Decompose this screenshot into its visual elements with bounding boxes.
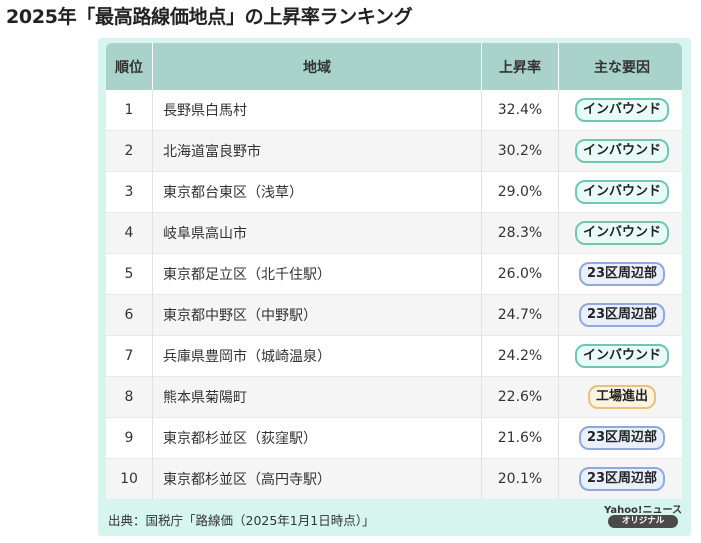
rate-cell: 24.7% (481, 294, 559, 336)
table-row: 2 北海道富良野市 30.2% インバウンド (106, 130, 682, 172)
rank-cell: 5 (106, 253, 153, 295)
table-row: 6 東京都中野区（中野駅） 24.7% 23区周辺部 (106, 294, 682, 336)
table-row: 1 長野県白馬村 32.4% インバウンド (106, 90, 682, 131)
rate-cell: 20.1% (481, 458, 559, 499)
rank-cell: 6 (106, 294, 153, 336)
rank-cell: 4 (106, 212, 153, 254)
region-cell: 熊本県菊陽町 (152, 376, 482, 418)
ranking-table: 順位 地域 上昇率 主な要因 1 長野県白馬村 32.4% インバウンド 2 北海道富良野… (106, 43, 682, 499)
factor-badge: インバウンド (574, 344, 669, 368)
table-row: 8 熊本県菊陽町 22.6% 工場進出 (106, 376, 682, 418)
factor-badge: インバウンド (574, 139, 669, 163)
rank-cell: 7 (106, 335, 153, 377)
yahoo-news-original-logo: Yahoo!ニュース オリジナル (604, 501, 682, 529)
factor-badge: 23区周辺部 (578, 262, 666, 286)
source-note: 出典：国税庁「路線価（2025年1月1日時点）」 (108, 513, 375, 528)
table-row: 10 東京都杉並区（高円寺駅） 20.1% 23区周辺部 (106, 458, 682, 499)
factor-cell: インバウンド (558, 335, 682, 377)
header-region: 地域 (152, 43, 482, 90)
ranking-table-wrapper: 順位 地域 上昇率 主な要因 1 長野県白馬村 32.4% インバウンド 2 北海道富良野… (106, 43, 682, 499)
rank-cell: 9 (106, 417, 153, 459)
rank-cell: 10 (106, 458, 153, 499)
rate-cell: 26.0% (481, 253, 559, 295)
rank-cell: 3 (106, 171, 153, 213)
rate-cell: 28.3% (481, 212, 559, 254)
region-cell: 長野県白馬村 (152, 90, 482, 131)
region-cell: 東京都台東区（浅草） (152, 171, 482, 213)
header-factor: 主な要因 (558, 43, 682, 90)
table-row: 7 兵庫県豊岡市（城崎温泉） 24.2% インバウンド (106, 335, 682, 377)
region-cell: 東京都中野区（中野駅） (152, 294, 482, 336)
factor-cell: 23区周辺部 (558, 294, 682, 336)
rank-cell: 8 (106, 376, 153, 418)
rank-cell: 1 (106, 90, 153, 131)
factor-badge: 工場進出 (587, 385, 656, 409)
logo-bottom-badge: オリジナル (608, 515, 678, 528)
factor-badge: 23区周辺部 (578, 467, 666, 491)
factor-cell: インバウンド (558, 90, 682, 131)
header-rate: 上昇率 (481, 43, 559, 90)
factor-cell: インバウンド (558, 130, 682, 172)
table-header-row: 順位 地域 上昇率 主な要因 (106, 43, 682, 90)
region-cell: 北海道富良野市 (152, 130, 482, 172)
factor-badge: インバウンド (574, 221, 669, 245)
factor-cell: 23区周辺部 (558, 417, 682, 459)
rank-cell: 2 (106, 130, 153, 172)
rate-cell: 32.4% (481, 90, 559, 131)
rate-cell: 24.2% (481, 335, 559, 377)
factor-cell: 23区周辺部 (558, 253, 682, 295)
table-body: 1 長野県白馬村 32.4% インバウンド 2 北海道富良野市 30.2% インバウンド 3 東京… (106, 90, 682, 499)
table-row: 3 東京都台東区（浅草） 29.0% インバウンド (106, 171, 682, 213)
factor-badge: 23区周辺部 (578, 303, 666, 327)
rate-cell: 29.0% (481, 171, 559, 213)
rate-cell: 21.6% (481, 417, 559, 459)
region-cell: 兵庫県豊岡市（城崎温泉） (152, 335, 482, 377)
factor-cell: 工場進出 (558, 376, 682, 418)
region-cell: 岐阜県高山市 (152, 212, 482, 254)
factor-badge: インバウンド (574, 98, 669, 122)
region-cell: 東京都足立区（北千住駅） (152, 253, 482, 295)
rate-cell: 22.6% (481, 376, 559, 418)
factor-cell: インバウンド (558, 171, 682, 213)
table-row: 4 岐阜県高山市 28.3% インバウンド (106, 212, 682, 254)
header-rank: 順位 (106, 43, 153, 90)
table-row: 9 東京都杉並区（荻窪駅） 21.6% 23区周辺部 (106, 417, 682, 459)
logo-top-text: Yahoo!ニュース (604, 505, 682, 516)
factor-cell: インバウンド (558, 212, 682, 254)
rate-cell: 30.2% (481, 130, 559, 172)
page-title: 2025年「最高路線価地点」の上昇率ランキング (6, 6, 413, 28)
region-cell: 東京都杉並区（高円寺駅） (152, 458, 482, 499)
factor-cell: 23区周辺部 (558, 458, 682, 499)
table-row: 5 東京都足立区（北千住駅） 26.0% 23区周辺部 (106, 253, 682, 295)
region-cell: 東京都杉並区（荻窪駅） (152, 417, 482, 459)
factor-badge: インバウンド (574, 180, 669, 204)
factor-badge: 23区周辺部 (578, 426, 666, 450)
